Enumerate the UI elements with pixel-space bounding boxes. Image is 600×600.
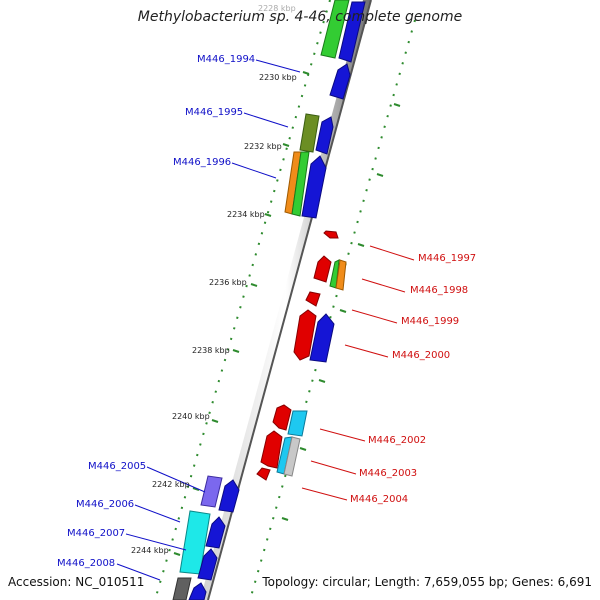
gene-label-m446-2007[interactable]: M446_2007 bbox=[67, 528, 126, 539]
gene-block bbox=[329, 63, 351, 100]
gene-block bbox=[260, 430, 283, 469]
connector bbox=[231, 162, 277, 179]
connectors-right bbox=[301, 245, 415, 501]
kbp-tick-right bbox=[339, 309, 347, 313]
connector bbox=[146, 466, 206, 493]
genes-forward bbox=[172, 0, 366, 600]
kbp-tick bbox=[250, 283, 258, 287]
connector bbox=[351, 309, 398, 324]
kbp-ticks bbox=[173, 71, 401, 556]
connector bbox=[301, 487, 348, 501]
gene-label-m446-2000[interactable]: M446_2000 bbox=[392, 350, 451, 361]
outer-ruler-left bbox=[154, 0, 331, 600]
accession-text: Accession: NC_010511 bbox=[8, 575, 145, 589]
connector bbox=[319, 428, 366, 442]
kbp-tick-right bbox=[357, 243, 365, 247]
gene-block bbox=[205, 516, 226, 549]
gene-block bbox=[305, 291, 321, 307]
kbp-label: 2228 kbp bbox=[258, 4, 296, 13]
genes-reverse bbox=[256, 230, 339, 481]
connector bbox=[310, 460, 357, 475]
gene-label-m446-1997[interactable]: M446_1997 bbox=[418, 253, 477, 264]
connector bbox=[344, 344, 389, 358]
gene-block bbox=[315, 116, 334, 155]
outer-ruler-right bbox=[249, 19, 416, 600]
kbp-tick bbox=[302, 71, 310, 75]
gene-label-m446-1995[interactable]: M446_1995 bbox=[185, 107, 244, 118]
gene-block bbox=[283, 436, 301, 477]
gene-label-m446-1998[interactable]: M446_1998 bbox=[410, 285, 469, 296]
gene-block bbox=[179, 510, 211, 575]
kbp-tick bbox=[232, 349, 240, 353]
gene-block bbox=[218, 479, 240, 513]
gene-block bbox=[320, 0, 350, 59]
gene-label-m446-1999[interactable]: M446_1999 bbox=[401, 316, 460, 327]
gene-block bbox=[335, 259, 347, 291]
kbp-tick-right bbox=[393, 103, 401, 107]
gene-label-m446-2002[interactable]: M446_2002 bbox=[368, 435, 427, 446]
gene-label-m446-2008[interactable]: M446_2008 bbox=[57, 558, 116, 569]
connector bbox=[243, 112, 289, 128]
kbp-label: 2230 kbp bbox=[259, 73, 297, 82]
kbp-label: 2232 kbp bbox=[244, 142, 282, 151]
kbp-label: 2236 kbp bbox=[209, 278, 247, 287]
connector bbox=[369, 245, 415, 261]
gene-block bbox=[291, 151, 310, 217]
topology-text: Topology: circular; Length: 7,659,055 bp… bbox=[262, 575, 592, 589]
connector bbox=[134, 504, 181, 523]
gene-block bbox=[172, 577, 192, 600]
connector bbox=[255, 59, 301, 73]
connector bbox=[361, 278, 406, 293]
kbp-tick-right bbox=[376, 173, 384, 177]
gene-block bbox=[272, 404, 292, 431]
gene-label-m446-2005[interactable]: M446_2005 bbox=[88, 461, 147, 472]
kbp-tick-right bbox=[281, 517, 289, 521]
gene-label-m446-1994[interactable]: M446_1994 bbox=[197, 54, 256, 65]
gene-block bbox=[323, 230, 339, 239]
kbp-tick bbox=[211, 419, 219, 423]
gene-block bbox=[299, 113, 320, 153]
kbp-tick bbox=[264, 213, 272, 217]
gene-block bbox=[188, 582, 207, 600]
gene-block bbox=[197, 548, 218, 581]
kbp-label: 2244 kbp bbox=[131, 546, 169, 555]
gene-block bbox=[338, 1, 366, 63]
genome-title: Methylobacterium sp. 4-46, complete geno… bbox=[137, 9, 463, 25]
kbp-tick bbox=[192, 487, 200, 491]
gene-block bbox=[287, 410, 308, 437]
kbp-label: 2238 kbp bbox=[192, 346, 230, 355]
gene-label-m446-1996[interactable]: M446_1996 bbox=[173, 157, 232, 168]
gene-label-m446-2006[interactable]: M446_2006 bbox=[76, 499, 135, 510]
gene-block bbox=[313, 255, 332, 283]
gene-label-m446-2003[interactable]: M446_2003 bbox=[359, 468, 418, 479]
connector bbox=[116, 563, 161, 581]
connectors-left bbox=[116, 59, 301, 581]
gene-block bbox=[293, 309, 317, 361]
kbp-tick-right bbox=[299, 447, 307, 451]
connector bbox=[125, 533, 187, 551]
gene-block bbox=[309, 313, 335, 363]
kbp-label: 2242 kbp bbox=[152, 480, 190, 489]
kbp-label: 2240 kbp bbox=[172, 412, 210, 421]
kbp-tick-right bbox=[318, 379, 326, 383]
gene-block bbox=[200, 475, 223, 508]
gene-block bbox=[256, 467, 271, 481]
gene-label-m446-2004[interactable]: M446_2004 bbox=[350, 494, 409, 505]
kbp-label: 2234 kbp bbox=[227, 210, 265, 219]
gene-block bbox=[301, 155, 327, 219]
kbp-tick bbox=[173, 552, 181, 556]
kbp-tick bbox=[282, 143, 290, 147]
